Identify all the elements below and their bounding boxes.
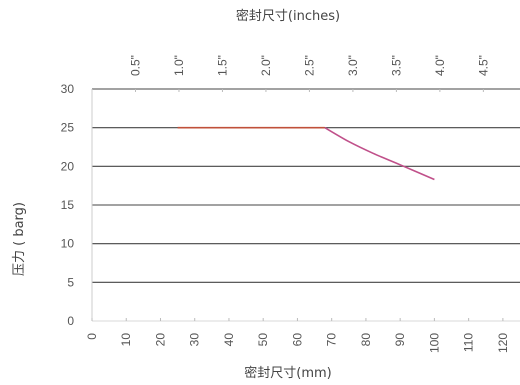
y-tick-label: 5 — [67, 275, 74, 289]
y-tick-label: 0 — [67, 314, 74, 328]
series-lines — [177, 126, 435, 181]
top-tick-label: 3.5" — [389, 55, 403, 76]
x-tick-label: 120 — [496, 333, 510, 353]
grid-lines — [91, 88, 520, 322]
top-axis-title: 密封尺寸(inches) — [236, 8, 340, 24]
top-tick-label: 4.0" — [433, 55, 447, 76]
y-tick-label: 25 — [61, 121, 75, 135]
x-tick-label: 100 — [427, 333, 441, 353]
x-tick-label: 60 — [290, 333, 304, 347]
top-tick-label: 2.0" — [259, 55, 273, 76]
x-tick-label: 10 — [119, 333, 133, 347]
x-tick-label: 30 — [188, 333, 202, 347]
y-tick-labels: 0 5 10 15 20 25 30 — [61, 82, 75, 328]
x-tick-label: 110 — [462, 333, 476, 352]
top-tick-label: 1.0" — [172, 55, 186, 76]
x-tick-label: 80 — [359, 333, 373, 347]
x-tick-label: 70 — [325, 333, 339, 347]
x-tick-labels: 0 10 20 30 40 50 60 70 80 90 100 110 120 — [85, 333, 510, 353]
top-tick-label: 0.5" — [128, 55, 142, 76]
y-tick-label: 15 — [61, 198, 75, 212]
x-tick-label: 50 — [256, 333, 270, 347]
x-tick-label: 40 — [222, 333, 236, 347]
x-axis-title: 密封尺寸(mm) — [244, 365, 331, 381]
top-tick-label: 2.5" — [302, 55, 316, 76]
series-line-2 — [324, 126, 435, 181]
x-tick-label: 90 — [393, 333, 407, 347]
y-tick-label: 20 — [61, 159, 75, 173]
y-tick-label: 30 — [61, 82, 75, 96]
x-tick-label: 20 — [153, 333, 167, 347]
y-tick-label: 10 — [61, 237, 75, 251]
top-tick-label: 3.0" — [346, 55, 360, 76]
x-tick-label: 0 — [85, 333, 99, 340]
top-tick-labels: 0.5"1.0"1.5"2.0"2.5"3.0"3.5"4.0"4.5"5.0" — [128, 55, 520, 76]
top-tick-label: 1.5" — [215, 55, 229, 76]
y-axis-title: 压力 ( barg) — [12, 202, 27, 276]
top-tick-label: 4.5" — [476, 55, 490, 76]
